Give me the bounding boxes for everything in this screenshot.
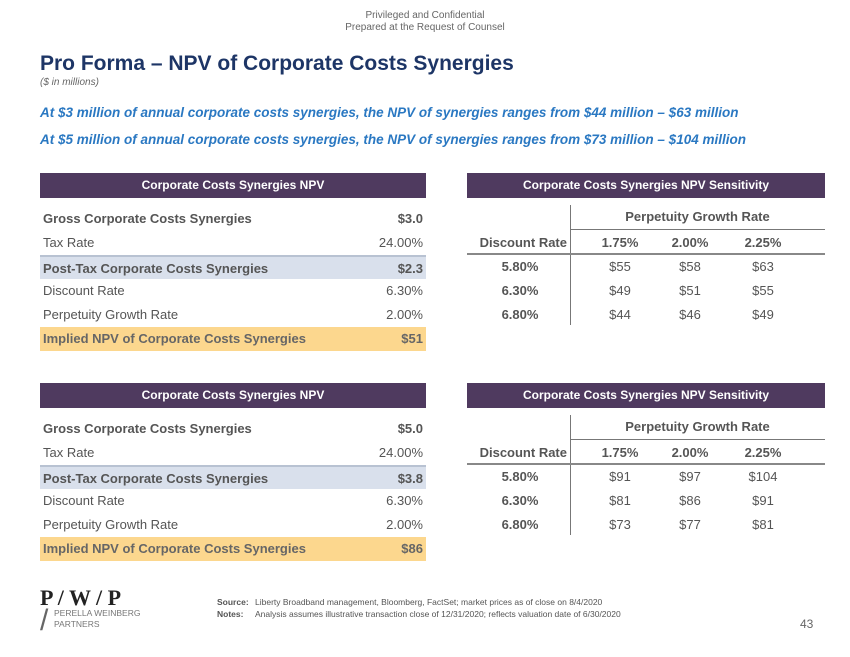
source-note: Source: Liberty Broadband management, Blo… <box>217 597 603 607</box>
npv-row: Perpetuity Growth Rate 2.00% <box>40 513 426 537</box>
npv-cell: $49 <box>609 283 631 298</box>
header-divider <box>467 463 825 465</box>
row-value: $2.3 <box>397 261 423 276</box>
vertical-divider <box>570 415 571 535</box>
growth-rate-col: 2.00% <box>671 445 709 460</box>
npv-cell: $77 <box>679 517 701 532</box>
npv-cell: $97 <box>679 469 701 484</box>
npv-row: Discount Rate 6.30% <box>40 279 426 303</box>
logo-name: PERELLA WEINBERG PARTNERS <box>54 608 141 629</box>
page-title: Pro Forma – NPV of Corporate Costs Syner… <box>40 52 514 75</box>
npv-cell: $55 <box>609 259 631 274</box>
row-label: Tax Rate <box>43 445 95 460</box>
npv-row: Post-Tax Corporate Costs Synergies $3.8 <box>40 465 426 489</box>
npv-cell: $91 <box>609 469 631 484</box>
discount-rate-header: Discount Rate <box>479 235 567 250</box>
row-label: Gross Corporate Costs Synergies <box>43 421 252 436</box>
group-underline <box>570 229 825 230</box>
row-value: $86 <box>401 541 423 556</box>
discount-rate-header: Discount Rate <box>479 445 567 460</box>
sensitivity-table-header: Corporate Costs Synergies NPV Sensitivit… <box>467 383 825 408</box>
npv-cell: $81 <box>752 517 774 532</box>
growth-rate-col: 2.25% <box>744 445 782 460</box>
row-value: 6.30% <box>386 283 423 298</box>
row-value: $5.0 <box>397 421 423 436</box>
units-subtitle: ($ in millions) <box>40 77 99 88</box>
npv-row: Post-Tax Corporate Costs Synergies $2.3 <box>40 255 426 279</box>
npv-table-header: Corporate Costs Synergies NPV <box>40 173 426 198</box>
group-underline <box>570 439 825 440</box>
row-label: Gross Corporate Costs Synergies <box>43 211 252 226</box>
npv-cell: $86 <box>679 493 701 508</box>
discount-rate-row: 6.80% <box>501 307 539 322</box>
growth-rate-col: 2.25% <box>744 235 782 250</box>
npv-row: Discount Rate 6.30% <box>40 489 426 513</box>
discount-rate-row: 6.30% <box>501 493 539 508</box>
npv-cell: $44 <box>609 307 631 322</box>
headline-1: At $3 million of annual corporate costs … <box>40 105 739 120</box>
header-divider <box>467 253 825 255</box>
row-value: 24.00% <box>378 235 423 250</box>
growth-rate-col: 1.75% <box>601 445 639 460</box>
confidential-label: Privileged and Confidential <box>365 10 485 21</box>
row-value: $3.8 <box>397 471 423 486</box>
perpetuity-growth-header: Perpetuity Growth Rate <box>625 209 770 224</box>
row-value: 6.30% <box>386 493 423 508</box>
npv-row: Implied NPV of Corporate Costs Synergies… <box>40 327 426 351</box>
npv-row: Perpetuity Growth Rate 2.00% <box>40 303 426 327</box>
npv-cell: $49 <box>752 307 774 322</box>
npv-row: Tax Rate 24.00% <box>40 231 426 255</box>
sensitivity-table-header: Corporate Costs Synergies NPV Sensitivit… <box>467 173 825 198</box>
npv-row: Tax Rate 24.00% <box>40 441 426 465</box>
row-value: 2.00% <box>386 517 423 532</box>
npv-cell: $55 <box>752 283 774 298</box>
row-label: Discount Rate <box>43 493 125 508</box>
row-label: Discount Rate <box>43 283 125 298</box>
row-value: 24.00% <box>378 445 423 460</box>
row-label: Perpetuity Growth Rate <box>43 307 179 322</box>
npv-cell: $104 <box>748 469 778 484</box>
row-label: Post-Tax Corporate Costs Synergies <box>43 471 269 486</box>
row-label: Implied NPV of Corporate Costs Synergies <box>43 331 306 346</box>
npv-cell: $46 <box>679 307 701 322</box>
npv-row: Implied NPV of Corporate Costs Synergies… <box>40 537 426 561</box>
counsel-label: Prepared at the Request of Counsel <box>345 22 505 33</box>
row-label: Tax Rate <box>43 235 95 250</box>
discount-rate-row: 6.30% <box>501 283 539 298</box>
vertical-divider <box>570 205 571 325</box>
logo-slash: / <box>40 604 49 637</box>
row-value: $3.0 <box>397 211 423 226</box>
npv-cell: $58 <box>679 259 701 274</box>
row-value: $51 <box>401 331 423 346</box>
npv-cell: $63 <box>752 259 774 274</box>
row-label: Implied NPV of Corporate Costs Synergies <box>43 541 306 556</box>
pwp-logo: P / W / P <box>40 585 122 610</box>
growth-rate-col: 1.75% <box>601 235 639 250</box>
row-value: 2.00% <box>386 307 423 322</box>
npv-cell: $81 <box>609 493 631 508</box>
discount-rate-row: 5.80% <box>501 259 539 274</box>
headline-2: At $5 million of annual corporate costs … <box>40 132 746 147</box>
notes-note: Notes: Analysis assumes illustrative tran… <box>217 609 621 619</box>
npv-row: Gross Corporate Costs Synergies $5.0 <box>40 417 426 441</box>
npv-table-header: Corporate Costs Synergies NPV <box>40 383 426 408</box>
row-label: Post-Tax Corporate Costs Synergies <box>43 261 269 276</box>
npv-cell: $91 <box>752 493 774 508</box>
growth-rate-col: 2.00% <box>671 235 709 250</box>
npv-cell: $51 <box>679 283 701 298</box>
page-number: 43 <box>800 617 814 631</box>
npv-row: Gross Corporate Costs Synergies $3.0 <box>40 207 426 231</box>
discount-rate-row: 5.80% <box>501 469 539 484</box>
perpetuity-growth-header: Perpetuity Growth Rate <box>625 419 770 434</box>
discount-rate-row: 6.80% <box>501 517 539 532</box>
npv-cell: $73 <box>609 517 631 532</box>
row-label: Perpetuity Growth Rate <box>43 517 179 532</box>
